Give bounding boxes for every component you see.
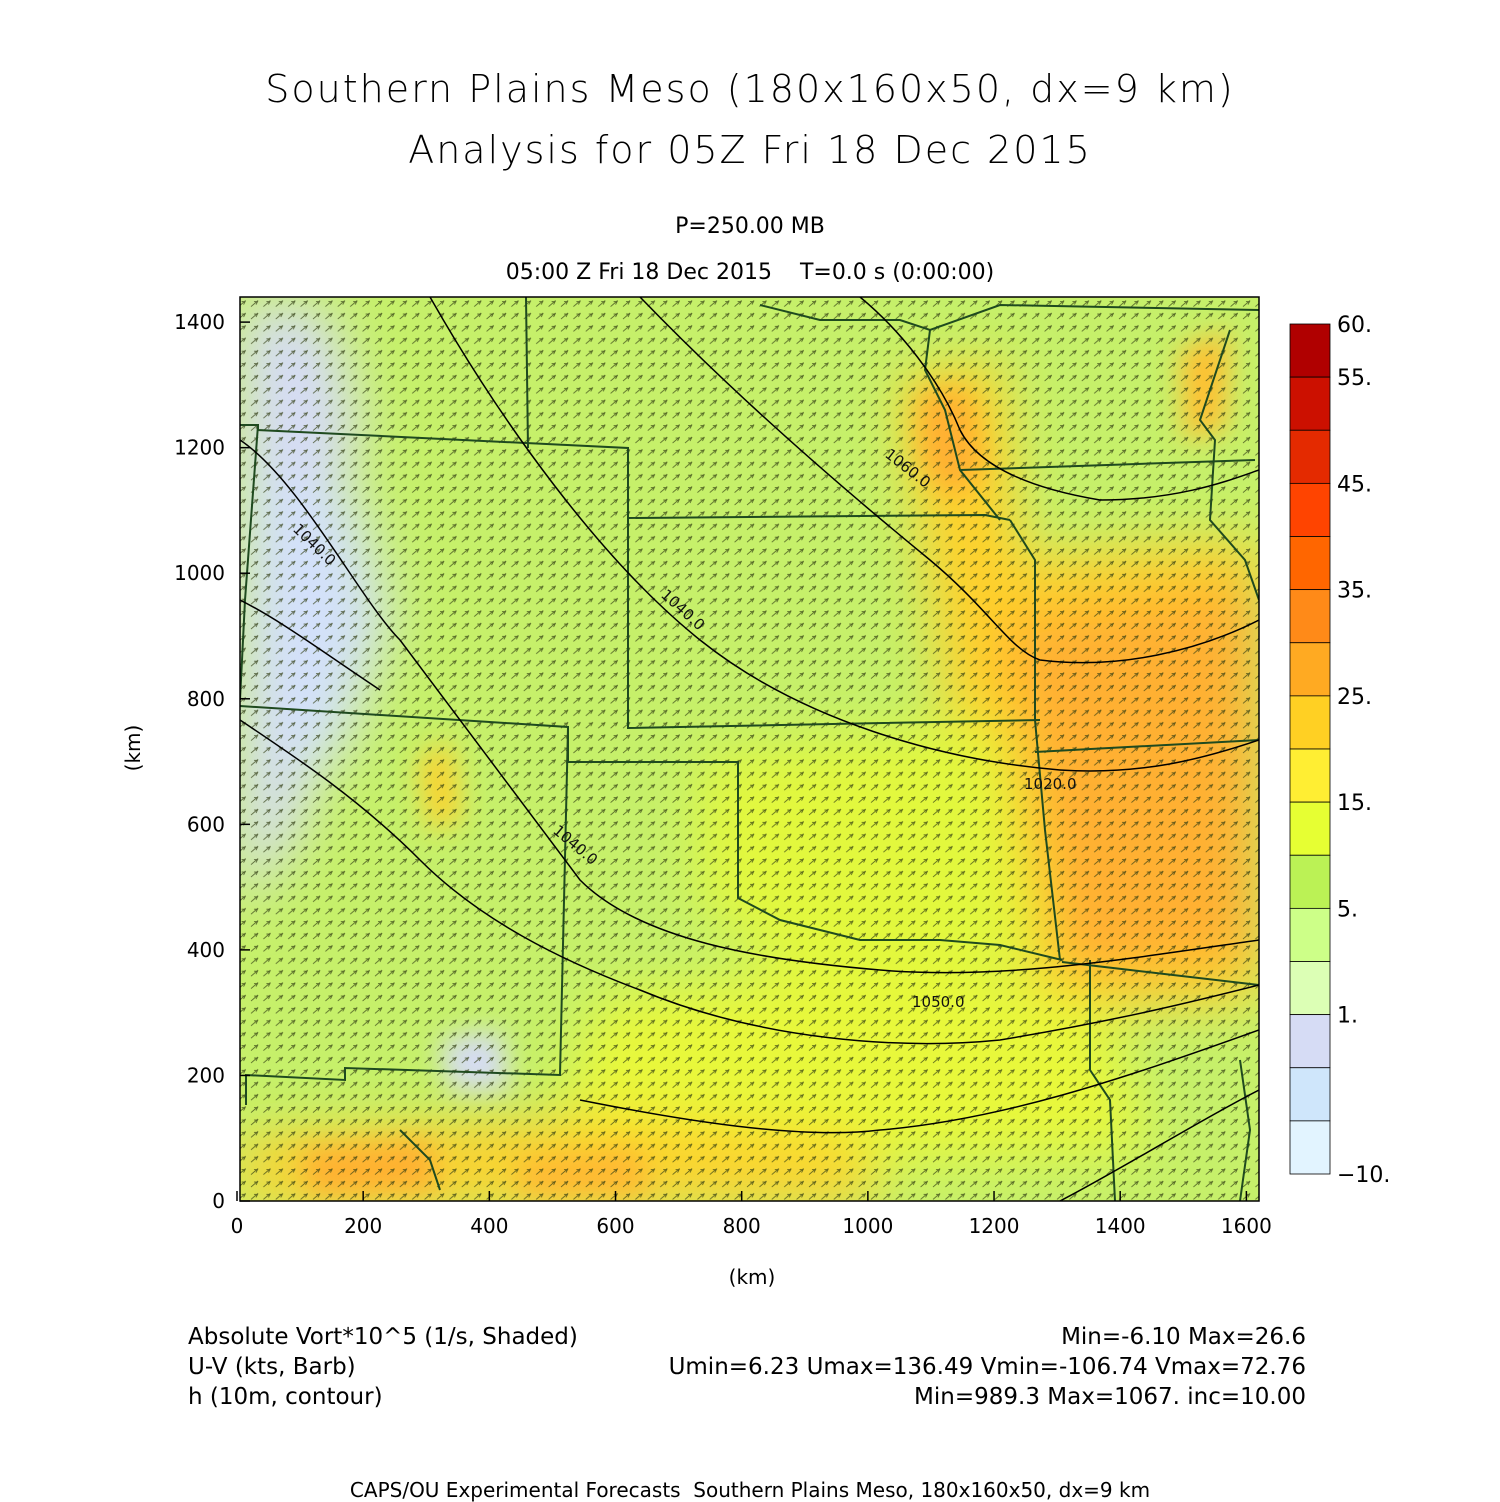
x-tick-label: 0 <box>231 1214 244 1238</box>
footer-stats-3: Min=989.3 Max=1067. inc=10.00 <box>914 1384 1306 1410</box>
contour-label: 1060.0 <box>882 445 934 492</box>
colorbar-swatch <box>1289 482 1331 537</box>
footer-stats-2: Umin=6.23 Umax=136.49 Vmin=-106.74 Vmax=… <box>668 1354 1306 1380</box>
x-tick-label: 400 <box>470 1214 508 1238</box>
colorbar-swatch <box>1289 642 1331 697</box>
colorbar-swatch <box>1289 1014 1331 1069</box>
footer-field-1: Absolute Vort*10^5 (1/s, Shaded) <box>188 1324 578 1350</box>
x-tick-label: 1600 <box>1221 1214 1272 1238</box>
contour-label: 1040.0 <box>657 586 708 635</box>
x-tick-label: 200 <box>344 1214 382 1238</box>
x-tick-label: 800 <box>723 1214 761 1238</box>
colorbar-swatch <box>1289 907 1331 962</box>
state-borders <box>240 297 1259 1201</box>
contour-label: 1040.0 <box>289 520 339 569</box>
colorbar-label: 25. <box>1337 685 1372 710</box>
colorbar-label: 5. <box>1337 897 1358 922</box>
contour-label: 1020.0 <box>1024 775 1077 793</box>
x-axis-label: (km) <box>729 1265 776 1289</box>
plot-subtitle: Analysis for 05Z Fri 18 Dec 2015 <box>408 128 1092 172</box>
footer-field-2: U-V (kts, Barb) <box>188 1354 356 1380</box>
y-tick-label: 200 <box>187 1063 225 1087</box>
colorbar-swatch <box>1289 376 1331 431</box>
colorbar: 60. 55. 45. 35. 25. 15. 5. 1. −10. <box>1289 313 1390 1188</box>
x-tick-label: 1000 <box>842 1214 893 1238</box>
plot-title: Southern Plains Meso (180x160x50, dx=9 k… <box>265 67 1235 111</box>
y-tick-label: 800 <box>187 687 225 711</box>
colorbar-swatch <box>1289 429 1331 484</box>
colorbar-swatch <box>1289 589 1331 644</box>
colorbar-label: 1. <box>1337 1004 1358 1029</box>
y-axis: 0 200 400 600 800 1000 1200 1400 <box>174 310 250 1213</box>
colorbar-swatch <box>1289 1120 1331 1175</box>
colorbar-swatch <box>1289 961 1331 1016</box>
y-tick-label: 1000 <box>174 561 225 585</box>
colorbar-swatch <box>1289 695 1331 750</box>
x-tick-label: 1200 <box>969 1214 1020 1238</box>
pressure-level: P=250.00 MB <box>675 214 825 239</box>
colorbar-label: 55. <box>1337 366 1372 391</box>
x-tick-label: 600 <box>596 1214 634 1238</box>
contour-labels: 1060.0 1040.0 1020.0 1040.0 1050.0 1040.… <box>289 445 1076 1011</box>
y-tick-label: 400 <box>187 938 225 962</box>
footer-stats-1: Min=-6.10 Max=26.6 <box>1061 1324 1306 1350</box>
colorbar-label: 60. <box>1337 313 1372 338</box>
y-axis-label: (km) <box>121 725 145 772</box>
colorbar-swatch <box>1289 1067 1331 1122</box>
vorticity-shading <box>240 297 1259 1201</box>
y-tick-label: 600 <box>187 812 225 836</box>
y-tick-label: 0 <box>212 1189 225 1213</box>
colorbar-swatch <box>1289 748 1331 803</box>
y-tick-label: 1400 <box>174 310 225 334</box>
colorbar-swatch <box>1289 536 1331 591</box>
footer-field-3: h (10m, contour) <box>188 1384 383 1410</box>
height-contours <box>240 297 1259 1201</box>
colorbar-label: −10. <box>1337 1163 1390 1188</box>
colorbar-label: 45. <box>1337 472 1372 497</box>
y-tick-label: 1200 <box>174 436 225 460</box>
plot-frame <box>239 296 1260 1202</box>
x-tick-label: 1400 <box>1095 1214 1146 1238</box>
colorbar-label: 35. <box>1337 579 1372 604</box>
colorbar-label: 15. <box>1337 791 1372 816</box>
contour-label: 1050.0 <box>912 993 965 1011</box>
valid-time: 05:00 Z Fri 18 Dec 2015 T=0.0 s (0:00:00… <box>505 260 995 285</box>
credit-line: CAPS/OU Experimental Forecasts Southern … <box>349 1478 1151 1502</box>
contour-label: 1040.0 <box>549 821 601 869</box>
colorbar-swatch <box>1289 854 1331 909</box>
x-axis: 0 200 400 600 800 1000 1200 1400 1600 <box>231 1191 1272 1238</box>
colorbar-swatch <box>1289 323 1331 378</box>
colorbar-swatch <box>1289 801 1331 856</box>
